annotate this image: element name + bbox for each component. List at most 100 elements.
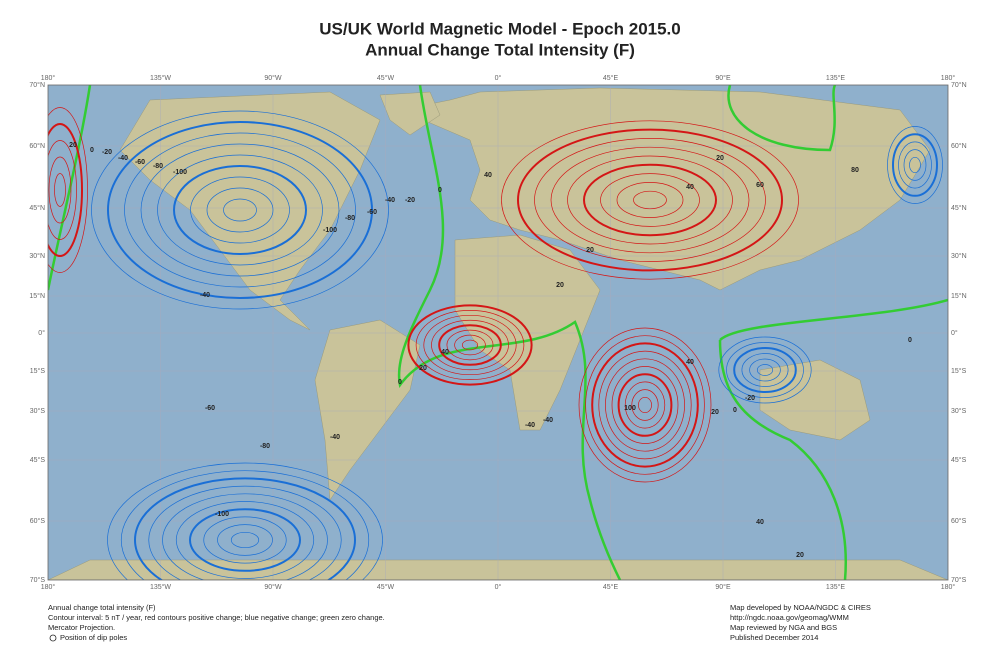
contour-label: -40	[118, 155, 128, 162]
footer-right: Map developed by NOAA/NGDC & CIRES http:…	[730, 603, 871, 642]
contour-label: 40	[686, 359, 694, 366]
contour-line	[124, 132, 356, 288]
contour-label: 20	[586, 247, 594, 254]
contour-line	[454, 334, 486, 356]
map-frame	[47, 84, 949, 581]
contour-line	[423, 314, 517, 376]
lon-label-bottom: 45°E	[603, 583, 619, 591]
lat-label-left: 15°N	[29, 292, 45, 300]
contour-line	[909, 156, 921, 174]
contour-label: 0	[438, 187, 442, 194]
contour-line	[749, 358, 781, 382]
contour-label: -40	[200, 292, 210, 299]
lat-label-left: 15°S	[30, 367, 46, 375]
lon-label-bottom: 90°E	[715, 583, 731, 591]
lon-label-top: 45°E	[603, 74, 619, 82]
contour-line	[501, 120, 799, 280]
contour-line	[189, 508, 301, 572]
contour-line	[517, 128, 783, 272]
lat-label-left: 60°S	[30, 517, 46, 525]
contours	[48, 85, 948, 580]
contour-line	[611, 366, 679, 444]
contour-label: 20	[716, 155, 724, 162]
contour-line	[162, 493, 328, 580]
contour-label: 20	[419, 365, 427, 372]
contour-line	[638, 396, 652, 414]
contour-label: 100	[624, 405, 636, 412]
contour-label: -40	[385, 197, 395, 204]
contour-line	[600, 173, 700, 227]
contour-label: -20	[102, 149, 112, 156]
contour-labels: 200 -20-40-60-80-100-100-80-60-40 -200-40-…	[69, 142, 912, 559]
contour-line	[633, 190, 667, 210]
contour-label: -40	[543, 417, 553, 424]
lat-label-right: 70°N	[951, 81, 967, 89]
lon-label-top: 135°W	[150, 74, 171, 82]
lat-label-right: 15°N	[951, 292, 967, 300]
lon-label-bottom: 135°E	[826, 583, 845, 591]
contour-label: -80	[260, 443, 270, 450]
lon-label-bottom: 180°	[41, 583, 56, 591]
contour-label: 20	[796, 552, 804, 559]
tick-labels: 180° 180° 135°W 135°W 90°W 90°W 45°W 45°W 0° 0° 45…	[29, 74, 966, 591]
contour-label: -100	[215, 511, 229, 518]
contour-line	[48, 156, 72, 224]
note: Annual change total intensity (F)	[48, 603, 156, 612]
contour-line	[461, 339, 479, 351]
lat-label-right: 45°S	[951, 456, 967, 464]
contour-line	[733, 347, 797, 393]
lat-label-left: 45°N	[29, 204, 45, 212]
contour-label: 40	[484, 172, 492, 179]
contour-label: 0	[908, 337, 912, 344]
contour-line	[583, 163, 717, 237]
contour-line	[48, 140, 77, 240]
lat-label-right: 70°S	[951, 576, 967, 584]
footer-left: Annual change total intensity (F) Contou…	[48, 603, 385, 642]
contour-label: -60	[135, 159, 145, 166]
lat-label-left: 30°S	[30, 407, 46, 415]
contour-line	[203, 516, 287, 564]
contour-line	[190, 176, 290, 244]
contour-line	[578, 327, 712, 483]
lon-label-top: 135°E	[826, 74, 845, 82]
contour-label: -20	[405, 197, 415, 204]
contour-line	[175, 501, 315, 579]
contour-label: -80	[345, 215, 355, 222]
lat-label-right: 15°S	[951, 367, 967, 375]
contour-label: 20	[711, 409, 719, 416]
contour-line	[217, 524, 273, 556]
dip-pole-icon	[49, 634, 57, 642]
contour-label: -60	[205, 405, 215, 412]
lat-label-left: 70°N	[29, 81, 45, 89]
contour-line	[567, 155, 733, 245]
lat-label-right: 0°	[951, 329, 958, 337]
contour-line	[407, 304, 533, 386]
lon-label-top: 90°E	[715, 74, 731, 82]
contour-label: -100	[173, 169, 187, 176]
lat-label-left: 70°S	[30, 576, 46, 584]
contour-line	[631, 389, 659, 421]
contour-line	[438, 324, 502, 366]
contour-line	[616, 182, 684, 218]
contour-label: 80	[851, 167, 859, 174]
contour-line	[898, 141, 932, 189]
contour-line	[741, 353, 789, 387]
map-area	[48, 85, 948, 580]
contour-line	[534, 138, 766, 262]
contour-line	[892, 133, 938, 197]
lon-label-bottom: 0°	[495, 583, 502, 591]
contour-label: 40	[441, 349, 449, 356]
contour-line	[431, 319, 509, 371]
contour-line	[446, 329, 494, 361]
contour-label: 20	[556, 282, 564, 289]
contour-line	[887, 126, 943, 204]
contour-label: 40	[756, 519, 764, 526]
contour-line	[591, 342, 699, 468]
contour-line	[230, 531, 260, 549]
lat-label-left: 30°N	[29, 252, 45, 260]
contour-line	[206, 187, 274, 233]
contour-label: -20	[745, 395, 755, 402]
lon-label-top: 90°W	[264, 74, 282, 82]
contour-label: -100	[323, 227, 337, 234]
